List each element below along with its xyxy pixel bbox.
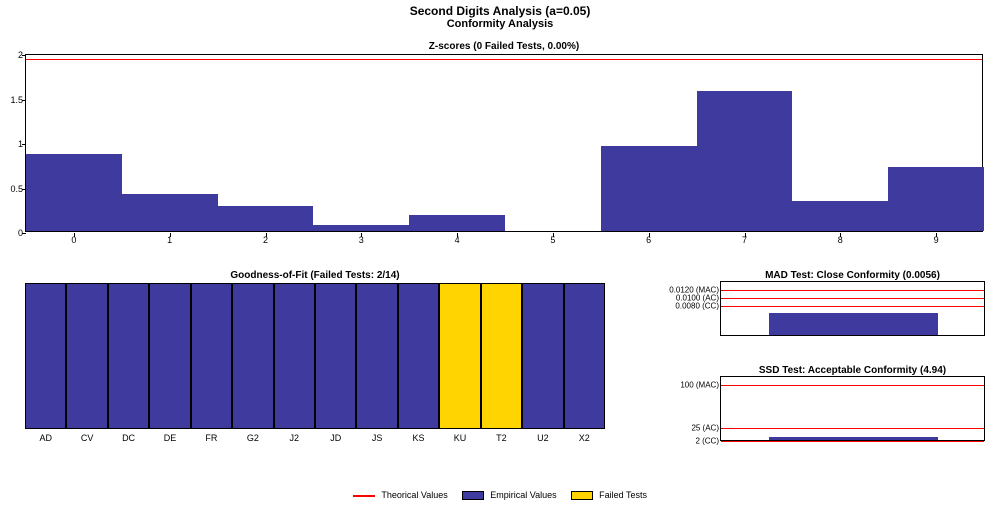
- gof-plot-area: AD CV DC DE FR G2 J2 JD JS KS KU T2 U2 X2: [25, 283, 605, 443]
- gof-xtick: FR: [205, 433, 217, 443]
- mad-plot-area: 0.0120 (MAC)0.0100 (AC)0.0080 (CC): [720, 281, 985, 336]
- gof-bar: [356, 283, 397, 429]
- legend-swatch-empirical: [462, 491, 484, 500]
- legend-swatch-theoretical: [353, 495, 375, 497]
- zscores-ytick: 0: [3, 228, 23, 238]
- gof-bar: [232, 283, 273, 429]
- mad-bar: [769, 313, 939, 335]
- gof-xtick: KU: [454, 433, 467, 443]
- gof-bar: [398, 283, 439, 429]
- ssd-threshold-line: [721, 441, 984, 442]
- gof-xtick: X2: [579, 433, 590, 443]
- gof-bar: [149, 283, 190, 429]
- gof-subtitle: Goodness-of-Fit (Failed Tests: 2/14): [25, 270, 605, 281]
- zscores-subtitle: Z-scores (0 Failed Tests, 0.00%): [26, 41, 982, 52]
- gof-bar: [274, 283, 315, 429]
- mad-threshold-line: [721, 298, 984, 299]
- legend: Theorical Values Empirical Values Failed…: [0, 490, 1000, 500]
- gof-xtick: AD: [39, 433, 52, 443]
- gof-xtick: JD: [330, 433, 341, 443]
- page-title: Second Digits Analysis (a=0.05): [0, 4, 1000, 18]
- ssd-threshold-line: [721, 385, 984, 386]
- ssd-subtitle: SSD Test: Acceptable Conformity (4.94): [720, 365, 985, 376]
- legend-item-empirical: Empirical Values: [462, 490, 557, 500]
- zscores-bar: [313, 225, 409, 231]
- gof-bar: [191, 283, 232, 429]
- zscores-bar: [697, 91, 793, 231]
- legend-label-failed: Failed Tests: [599, 490, 647, 500]
- zscores-bar: [601, 146, 697, 231]
- zscores-ytick: 1: [3, 139, 23, 149]
- gof-bar: [439, 283, 480, 429]
- legend-label-theoretical: Theorical Values: [381, 490, 447, 500]
- gof-xtick: U2: [537, 433, 549, 443]
- ssd-ytick: 100 (MAC): [673, 381, 719, 390]
- legend-item-failed: Failed Tests: [571, 490, 647, 500]
- mad-subtitle: MAD Test: Close Conformity (0.0056): [720, 270, 985, 281]
- gof-xtick: T2: [496, 433, 507, 443]
- mad-ytick: 0.0080 (CC): [665, 301, 719, 310]
- zscores-bar: [218, 206, 314, 231]
- gof-bar: [66, 283, 107, 429]
- zscores-bar: [888, 167, 984, 231]
- mad-chart: MAD Test: Close Conformity (0.0056) 0.01…: [720, 270, 985, 340]
- gof-bar: [315, 283, 356, 429]
- gof-xtick: KS: [413, 433, 425, 443]
- gof-chart: Goodness-of-Fit (Failed Tests: 2/14) AD C…: [25, 270, 605, 445]
- mad-threshold-line: [721, 290, 984, 291]
- legend-label-empirical: Empirical Values: [490, 490, 556, 500]
- zscores-bar: [409, 215, 505, 231]
- ssd-threshold-line: [721, 428, 984, 429]
- legend-item-theoretical: Theorical Values: [353, 490, 448, 500]
- zscores-ytick: 1.5: [3, 95, 23, 105]
- gof-bar: [522, 283, 563, 429]
- ssd-ytick: 25 (AC): [673, 423, 719, 432]
- ssd-chart: SSD Test: Acceptable Conformity (4.94) 1…: [720, 365, 985, 447]
- zscores-threshold-line: [26, 59, 982, 60]
- ssd-bar: [769, 437, 939, 440]
- gof-bar: [108, 283, 149, 429]
- gof-xtick: JS: [372, 433, 383, 443]
- page-subtitle: Conformity Analysis: [0, 18, 1000, 31]
- gof-xtick: G2: [247, 433, 259, 443]
- gof-bar: [481, 283, 522, 429]
- gof-xtick: CV: [81, 433, 94, 443]
- zscores-ytick: 2: [3, 50, 23, 60]
- zscores-chart: Z-scores (0 Failed Tests, 0.00%) 00.511.…: [25, 54, 983, 232]
- title-block: Second Digits Analysis (a=0.05) Conformi…: [0, 0, 1000, 32]
- gof-bar: [25, 283, 66, 429]
- gof-xtick: DC: [122, 433, 135, 443]
- zscores-ytick: 0.5: [3, 184, 23, 194]
- zscores-plot-area: 00.511.520123456789: [26, 55, 982, 231]
- zscores-bar: [26, 154, 122, 231]
- mad-threshold-line: [721, 306, 984, 307]
- gof-bar: [564, 283, 605, 429]
- ssd-plot-area: 100 (MAC)25 (AC)2 (CC): [720, 376, 985, 441]
- gof-xtick: J2: [290, 433, 300, 443]
- ssd-ytick: 2 (CC): [673, 436, 719, 445]
- zscores-bar: [792, 201, 888, 231]
- legend-swatch-failed: [571, 491, 593, 500]
- zscores-bar: [122, 194, 218, 231]
- gof-xtick: DE: [164, 433, 177, 443]
